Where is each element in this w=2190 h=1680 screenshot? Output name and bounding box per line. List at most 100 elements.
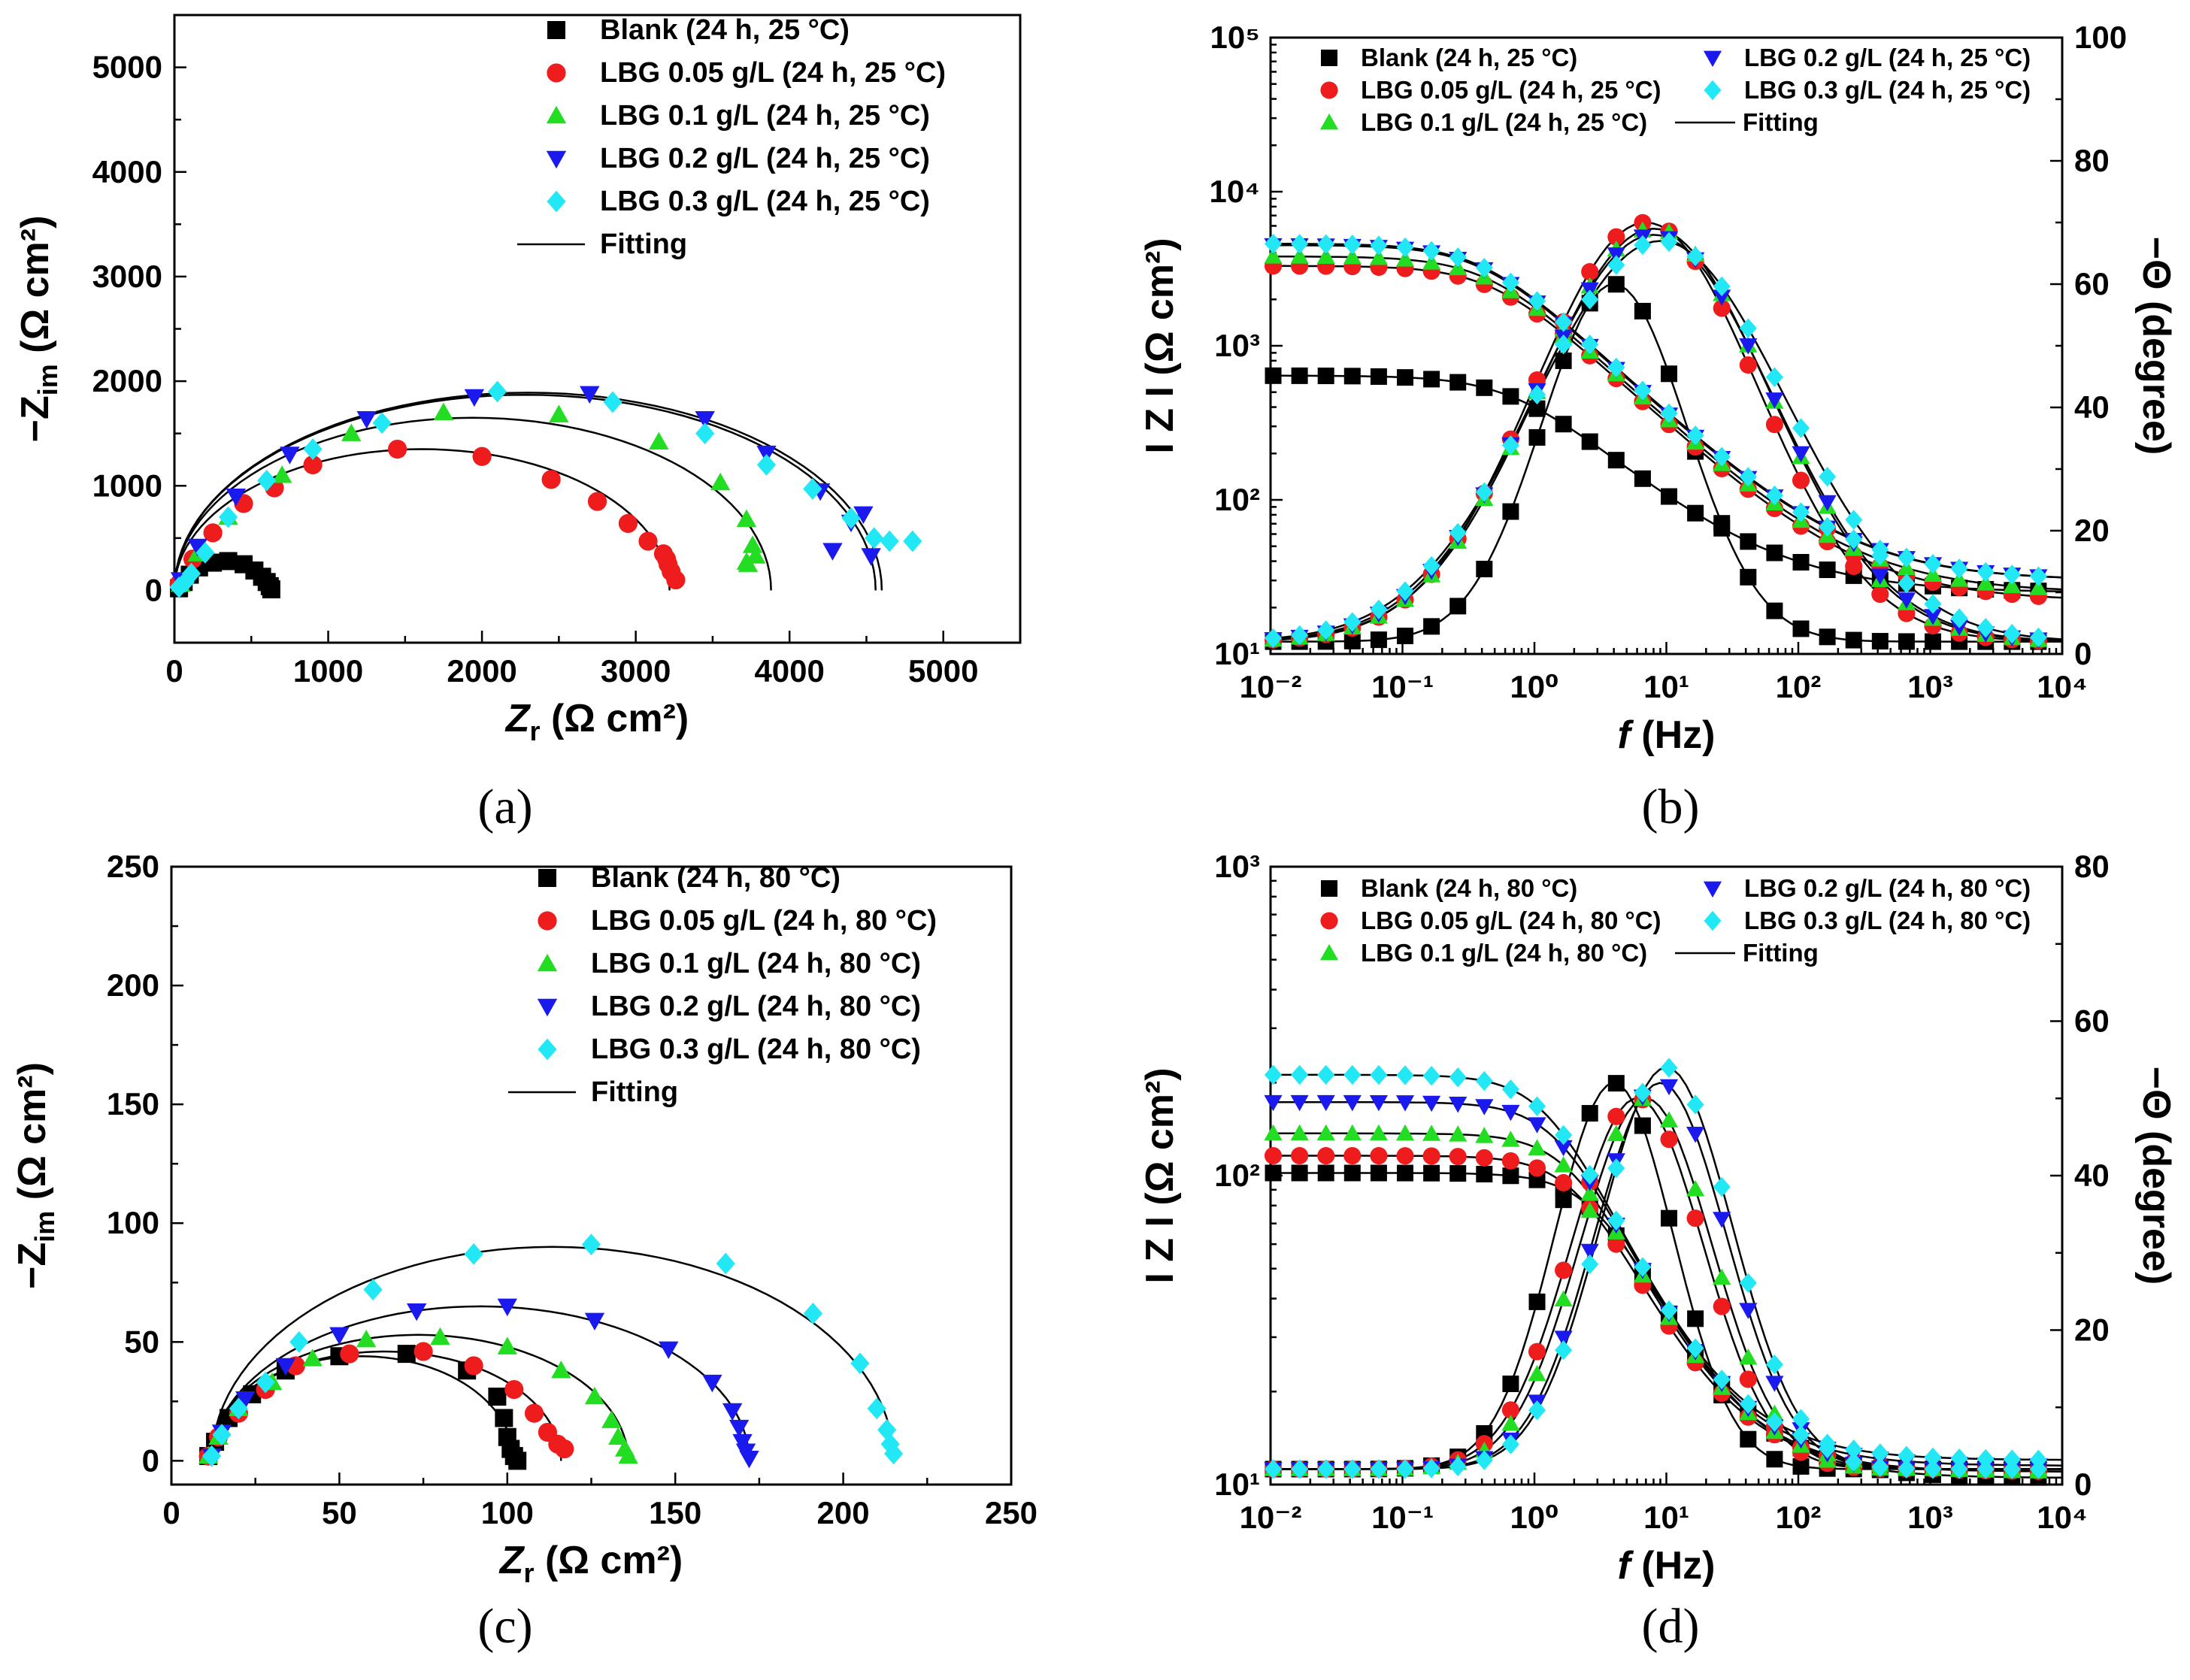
x-tick-label: 10⁴ — [2037, 669, 2088, 704]
impedance-point — [1264, 234, 1283, 254]
fit-phase-curve — [1270, 227, 2063, 642]
impedance-point — [1449, 1165, 1467, 1182]
x-tick-label: 10⁻² — [1240, 669, 1302, 704]
impedance-point — [1343, 1146, 1362, 1165]
y-axis-title: I Z I (Ω cm²) — [1138, 238, 1182, 453]
phase-point — [1713, 1212, 1731, 1228]
data-point — [728, 1419, 750, 1438]
impedance-point — [1396, 1065, 1414, 1085]
data-point — [487, 380, 507, 403]
y-axis-title: −Zim (Ω cm²) — [11, 1062, 60, 1289]
impedance-point — [1501, 1104, 1520, 1122]
phase-point — [1661, 365, 1678, 383]
impedance-point — [1501, 1079, 1519, 1100]
x-tick-label: 10⁰ — [1510, 1500, 1558, 1535]
legend-label: LBG 0.05 g/L (24 h, 80 °C) — [1361, 907, 1661, 934]
legend-label: Blank (24 h, 80 °C) — [1361, 874, 1577, 902]
data-point — [256, 1371, 275, 1394]
phase-point — [1607, 276, 1625, 293]
phase-point — [1739, 318, 1757, 338]
y-tick-label: 4000 — [92, 154, 162, 189]
data-point — [302, 1349, 323, 1367]
data-point — [430, 1327, 450, 1346]
x-axis-title: f (Hz) — [1618, 1544, 1716, 1588]
phase-point — [1765, 1376, 1784, 1392]
phase-point — [1871, 1457, 1889, 1477]
phase-point — [1607, 255, 1625, 275]
impedance-point — [1370, 1164, 1387, 1182]
data-point — [555, 1439, 574, 1459]
panel-label: (d) — [1642, 1599, 1700, 1654]
data-point — [356, 410, 377, 429]
x-tick-label: 3000 — [601, 653, 671, 689]
impedance-point — [1686, 1338, 1704, 1358]
x-tick-label: 10³ — [1907, 1500, 1953, 1535]
impedance-point — [1528, 1159, 1546, 1177]
phase-point — [2029, 627, 2047, 648]
impedance-point — [1343, 1064, 1362, 1085]
x-tick-label: 50 — [322, 1495, 357, 1530]
data-point — [280, 446, 300, 465]
legend-label: LBG 0.05 g/L (24 h, 80 °C) — [591, 905, 937, 937]
data-point — [880, 530, 899, 552]
impedance-point — [1528, 400, 1546, 417]
impedance-point — [1397, 1164, 1414, 1182]
impedance-point — [1264, 247, 1283, 264]
panel-b-bode-25c: 10⁻² 10⁻¹ 10⁰ 10¹ 10² 10³ 10⁴ 10¹ 10² 10³ 10⁴ 10⁵ 0 2… — [1138, 20, 2178, 834]
x-tick-label: 10¹ — [1643, 1500, 1689, 1535]
y-tick-label: 0 — [142, 1442, 159, 1478]
impedance-point — [1634, 1257, 1652, 1277]
y2-tick-label: 80 — [2074, 849, 2110, 884]
data-point — [363, 1279, 383, 1301]
y-title-unit: (Ω cm²) — [11, 1062, 54, 1211]
impedance-point — [1317, 234, 1335, 254]
impedance-point — [1317, 1146, 1335, 1165]
legend: Blank (24 h, 25 °C) LBG 0.05 g/L (24 h, 2… — [517, 14, 946, 260]
impedance-point — [1581, 334, 1599, 355]
legend: Blank (24 h, 80 °C) LBG 0.05 g/L (24 h, 8… — [1319, 874, 2031, 967]
impedance-point — [1423, 371, 1440, 388]
fit-impedance-curve — [1271, 1132, 2063, 1473]
x-axis-title: Zr (Ω cm²) — [498, 1539, 683, 1588]
phase-point — [1792, 446, 1810, 463]
data-point — [303, 438, 323, 460]
phase-point — [1898, 633, 1915, 650]
data-point — [202, 1445, 222, 1467]
data-point — [271, 465, 292, 483]
impedance-point — [1687, 504, 1704, 522]
panel-label: (c) — [477, 1599, 532, 1654]
data-point — [756, 454, 777, 476]
impedance-point — [2029, 566, 2047, 586]
data-point — [524, 1403, 544, 1423]
data-point — [742, 535, 763, 553]
x-title-main: f — [1618, 713, 1634, 757]
impedance-point — [1950, 558, 1968, 579]
phase-point — [1661, 1209, 1678, 1227]
phase-point — [1607, 1158, 1625, 1179]
phase-point — [1581, 289, 1599, 310]
phase-point — [1739, 1348, 1758, 1365]
impedance-point — [1634, 380, 1652, 401]
series-1 — [169, 439, 686, 594]
legend-marker — [547, 21, 565, 39]
impedance-point — [1343, 1124, 1362, 1141]
phase-point — [1343, 612, 1362, 632]
phase-point — [1766, 1451, 1783, 1468]
y-title-main: −Z — [14, 395, 57, 442]
impedance-point — [1291, 234, 1309, 254]
impedance-point — [1898, 547, 1916, 568]
x-tick-label: 10⁻¹ — [1371, 669, 1434, 704]
phase-point — [1976, 618, 1995, 638]
impedance-point — [1290, 247, 1309, 264]
data-point — [618, 513, 638, 533]
impedance-point — [1449, 374, 1467, 391]
impedance-point — [1343, 1164, 1361, 1182]
x-tick-label: 250 — [985, 1495, 1037, 1530]
fit-phase-curve — [1271, 1097, 2062, 1470]
data-point — [341, 423, 362, 441]
phase-point — [1370, 599, 1388, 620]
legend-fit-label: Fitting — [600, 229, 687, 260]
y-title-sub: im — [29, 1211, 60, 1243]
data-point — [732, 1433, 753, 1452]
data-point — [464, 1243, 483, 1265]
